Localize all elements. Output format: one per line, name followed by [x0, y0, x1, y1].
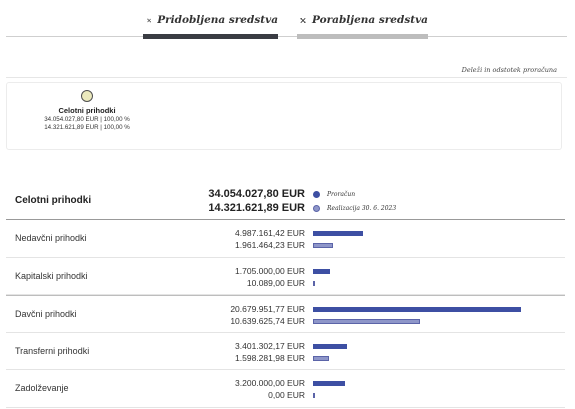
tab-inactive-indicator [297, 34, 428, 39]
row-realized: 10.089,00 EUR [235, 277, 305, 289]
row-label: Transferni prihodki [15, 346, 89, 356]
row-label: Zadolževanje [15, 383, 69, 393]
realized-bar [313, 319, 420, 324]
crossed-arrows-icon [147, 15, 151, 26]
row-budget: 3.401.302,17 EUR [235, 340, 305, 352]
tab-active-indicator [143, 34, 278, 39]
tree-node-budget: 34.054.027,80 EUR | 100,00 % [31, 116, 143, 123]
tab-porabljena-sredstva[interactable]: Porabljena sredstva [297, 14, 428, 40]
legend-item-budget: Proračun [313, 187, 396, 201]
legend-label-budget: Proračun [327, 191, 355, 198]
row-realized: 1.598.281,98 EUR [235, 352, 305, 364]
table-row-davcni[interactable]: Davčni prihodki 20.679.951,77 EUR 10.639… [6, 295, 565, 333]
row-values: 3.200.000,00 EUR 0,00 EUR [235, 377, 305, 401]
header-realized: 14.321.621,89 EUR [208, 201, 305, 215]
budget-bar [313, 231, 363, 236]
row-budget: 20.679.951,77 EUR [230, 303, 305, 315]
realized-bar [313, 393, 315, 398]
row-values: 20.679.951,77 EUR 10.639.625,74 EUR [230, 303, 305, 327]
table-row-kapitalski[interactable]: Kapitalski prihodki 1.705.000,00 EUR 10.… [6, 258, 565, 296]
budget-bar [313, 381, 345, 386]
realized-bar [313, 356, 329, 361]
row-label: Davčni prihodki [15, 309, 77, 319]
crossed-arrows-icon [300, 15, 306, 26]
tab-porabljena-label-wrap: Porabljena sredstva [297, 14, 428, 26]
row-label: Kapitalski prihodki [15, 271, 88, 281]
header-budget: 34.054.027,80 EUR [208, 187, 305, 201]
tab-pridobljena-sredstva[interactable]: Pridobljena sredstva [143, 14, 278, 40]
budget-bar [313, 344, 347, 349]
tree-view: Celotni prihodki 34.054.027,80 EUR | 100… [6, 82, 562, 150]
section-divider [6, 77, 567, 78]
realized-bar [313, 243, 333, 248]
row-budget: 1.705.000,00 EUR [235, 265, 305, 277]
header-label: Celotni prihodki [15, 195, 91, 206]
table-row-nedavcni[interactable]: Nedavčni prihodki 4.987.161,42 EUR 1.961… [6, 220, 565, 258]
row-realized: 1.961.464,23 EUR [235, 239, 305, 251]
row-realized: 10.639.625,74 EUR [230, 315, 305, 327]
row-budget: 4.987.161,42 EUR [235, 227, 305, 239]
tab-porabljena-label: Porabljena sredstva [312, 14, 428, 26]
legend-label-realized: Realizacija 30. 6. 2023 [327, 205, 396, 212]
header-values: 34.054.027,80 EUR 14.321.621,89 EUR [208, 187, 305, 215]
tab-bar: Pridobljena sredstva Porabljena sredstva [0, 0, 575, 40]
budget-bar [313, 307, 521, 312]
legend-dot-realized-icon [313, 205, 320, 212]
tab-pridobljena-label-wrap: Pridobljena sredstva [143, 14, 278, 26]
table-row-transferni[interactable]: Transferni prihodki 3.401.302,17 EUR 1.5… [6, 333, 565, 371]
legend: Proračun Realizacija 30. 6. 2023 [313, 187, 396, 215]
row-values: 3.401.302,17 EUR 1.598.281,98 EUR [235, 340, 305, 364]
row-values: 4.987.161,42 EUR 1.961.464,23 EUR [235, 227, 305, 251]
tree-node-dot-icon[interactable] [81, 90, 93, 102]
deleg-toggle-link[interactable]: Deleži in odstotek proračuna [462, 66, 557, 74]
revenue-table: Celotni prihodki 34.054.027,80 EUR 14.32… [6, 183, 565, 408]
budget-bar [313, 269, 330, 274]
realized-bar [313, 281, 315, 286]
legend-item-realized: Realizacija 30. 6. 2023 [313, 201, 396, 215]
row-realized: 0,00 EUR [235, 389, 305, 401]
tree-node-realized: 14.321.621,89 EUR | 100,00 % [31, 124, 143, 131]
table-header-row: Celotni prihodki 34.054.027,80 EUR 14.32… [6, 183, 565, 220]
tree-node-title: Celotni prihodki [31, 106, 143, 115]
tab-baseline [6, 36, 567, 37]
tab-pridobljena-label: Pridobljena sredstva [157, 14, 278, 26]
row-budget: 3.200.000,00 EUR [235, 377, 305, 389]
table-row-zadolzevanje[interactable]: Zadolževanje 3.200.000,00 EUR 0,00 EUR [6, 370, 565, 408]
row-label: Nedavčni prihodki [15, 233, 87, 243]
tree-node-celotni-prihodki[interactable]: Celotni prihodki 34.054.027,80 EUR | 100… [31, 90, 143, 131]
row-values: 1.705.000,00 EUR 10.089,00 EUR [235, 265, 305, 289]
legend-dot-budget-icon [313, 191, 320, 198]
